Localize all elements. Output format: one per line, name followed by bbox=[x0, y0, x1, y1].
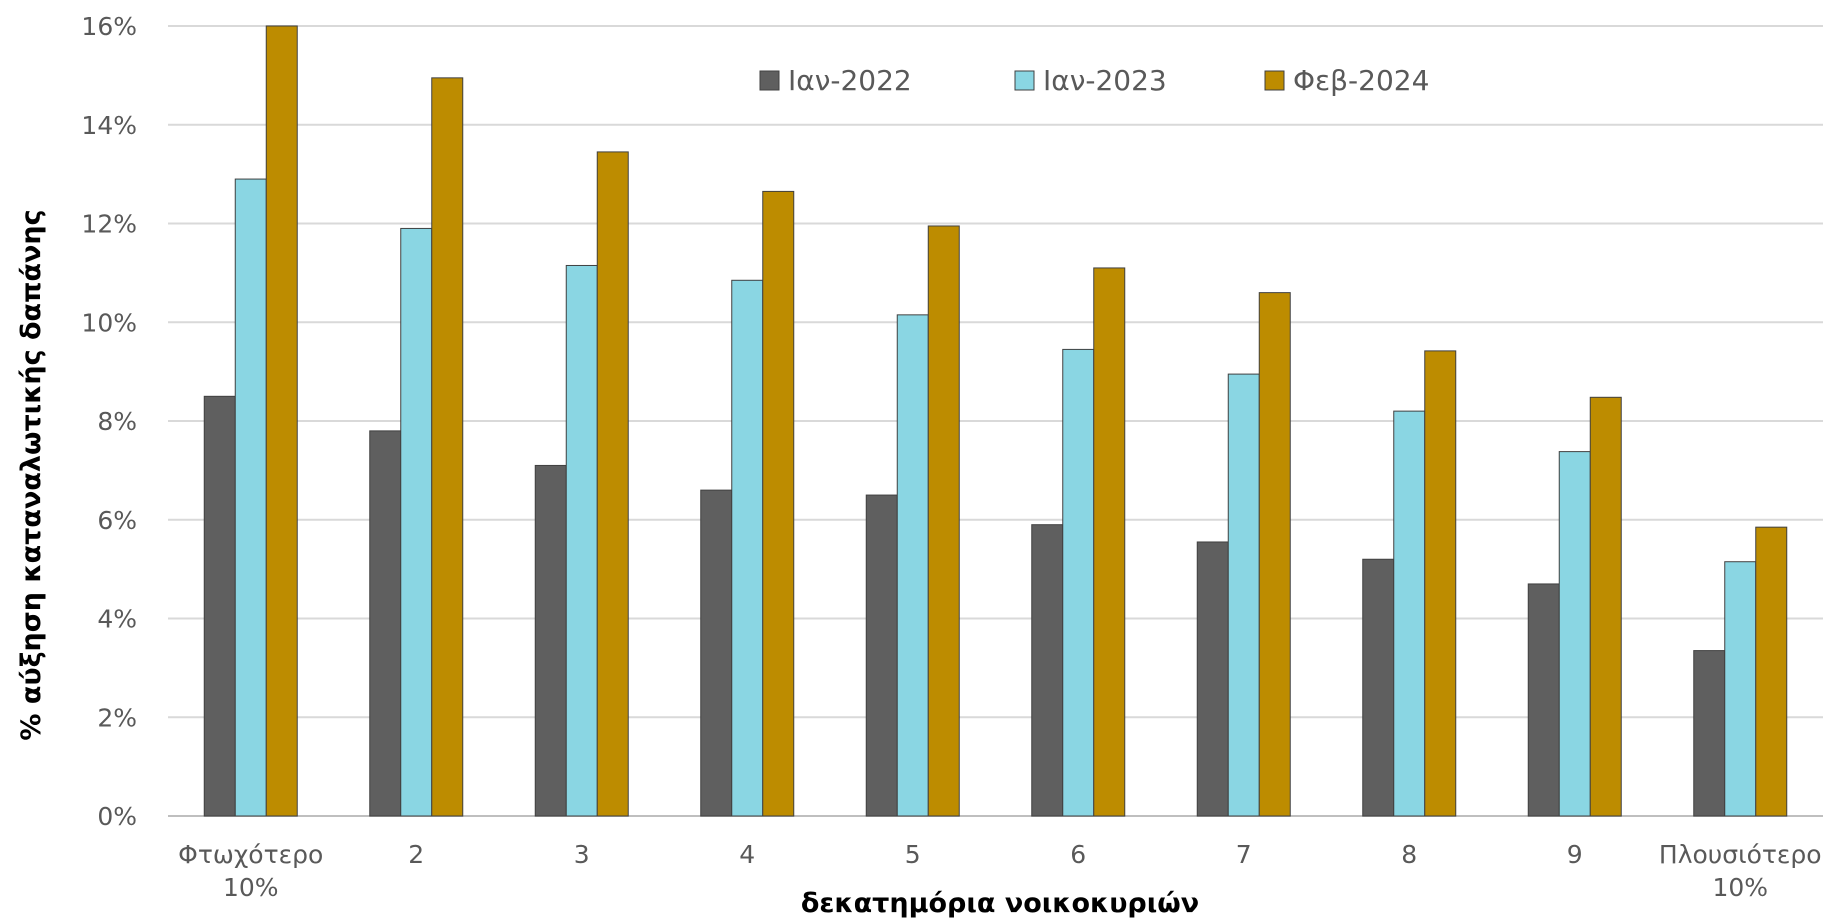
x-tick-label: 10% bbox=[223, 873, 279, 902]
legend-swatch bbox=[759, 70, 780, 91]
x-tick-label: 10% bbox=[1712, 873, 1768, 902]
x-tick-label: 6 bbox=[1070, 840, 1086, 869]
y-axis-title: % αύξηση καταναλωτικής δαπάνης bbox=[16, 209, 47, 740]
bar bbox=[400, 227, 433, 817]
y-tick-label: 14% bbox=[81, 111, 137, 140]
legend-label: Ιαν-2023 bbox=[1043, 64, 1167, 97]
y-tick-label: 2% bbox=[97, 703, 137, 732]
legend-swatch bbox=[1264, 70, 1285, 91]
bar bbox=[234, 178, 267, 817]
y-tick-label: 12% bbox=[81, 210, 137, 239]
x-axis-ticks: Φτωχότερο 10% 2 3 4 5 6 7 8 9 Πλουσιότερο 10% bbox=[178, 840, 1821, 902]
bar bbox=[1527, 583, 1560, 817]
bar bbox=[1062, 348, 1095, 817]
bar bbox=[1755, 526, 1788, 817]
bar bbox=[1724, 561, 1757, 817]
y-tick-label: 0% bbox=[97, 802, 137, 831]
y-tick-label: 6% bbox=[97, 506, 137, 535]
bar bbox=[534, 464, 567, 817]
x-tick-label: Πλουσιότερο bbox=[1659, 840, 1822, 869]
y-tick-label: 16% bbox=[81, 12, 137, 41]
bar bbox=[1093, 267, 1126, 817]
x-tick-label: Φτωχότερο bbox=[178, 840, 323, 869]
bar bbox=[762, 190, 795, 817]
bar bbox=[1227, 373, 1260, 817]
bar bbox=[731, 279, 764, 817]
legend-label: Ιαν-2022 bbox=[788, 64, 912, 97]
x-tick-label: 3 bbox=[574, 840, 590, 869]
bar bbox=[1693, 650, 1726, 817]
y-axis-ticks: 0% 2% 4% 6% 8% 10% 12% 14% 16% bbox=[81, 12, 137, 831]
bar bbox=[1424, 350, 1457, 817]
bar bbox=[265, 25, 298, 817]
bar bbox=[1558, 451, 1591, 817]
bar bbox=[431, 77, 464, 817]
bar bbox=[1196, 541, 1229, 817]
y-tick-label: 4% bbox=[97, 605, 137, 634]
legend-swatch bbox=[1014, 70, 1035, 91]
x-tick-label: 8 bbox=[1401, 840, 1417, 869]
bar bbox=[1589, 396, 1622, 817]
bar bbox=[896, 314, 929, 817]
x-tick-label: 2 bbox=[408, 840, 424, 869]
y-tick-label: 8% bbox=[97, 407, 137, 436]
x-tick-label: 9 bbox=[1567, 840, 1583, 869]
bar bbox=[369, 430, 402, 817]
bar bbox=[203, 395, 236, 817]
legend: Ιαν-2022 Ιαν-2023 Φεβ-2024 bbox=[759, 64, 1429, 97]
legend-label: Φεβ-2024 bbox=[1293, 64, 1429, 97]
x-tick-label: 5 bbox=[905, 840, 921, 869]
x-axis-title: δεκατημόρια νοικοκυριών bbox=[801, 888, 1199, 919]
bar bbox=[565, 264, 598, 817]
bar bbox=[596, 151, 629, 817]
bar bbox=[1362, 558, 1395, 817]
bar bbox=[927, 225, 960, 817]
bar bbox=[1031, 524, 1064, 817]
bar bbox=[700, 489, 733, 817]
bar bbox=[1393, 410, 1426, 817]
y-tick-label: 10% bbox=[81, 308, 137, 337]
bars bbox=[203, 25, 1788, 817]
bar bbox=[1258, 292, 1291, 817]
x-tick-label: 4 bbox=[739, 840, 755, 869]
bar bbox=[865, 494, 898, 817]
x-tick-label: 7 bbox=[1236, 840, 1252, 869]
